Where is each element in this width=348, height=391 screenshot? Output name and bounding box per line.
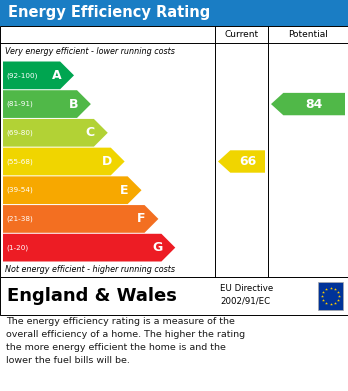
Text: C: C	[86, 126, 95, 139]
Polygon shape	[3, 176, 142, 204]
Text: Very energy efficient - lower running costs: Very energy efficient - lower running co…	[5, 47, 175, 56]
Polygon shape	[3, 234, 175, 262]
Polygon shape	[3, 90, 91, 118]
Text: (81-91): (81-91)	[6, 101, 33, 107]
Text: Energy Efficiency Rating: Energy Efficiency Rating	[8, 5, 210, 20]
Text: (21-38): (21-38)	[6, 216, 33, 222]
Text: Not energy efficient - higher running costs: Not energy efficient - higher running co…	[5, 265, 175, 274]
Bar	[0, 0, 348, 26]
Polygon shape	[218, 150, 265, 173]
Polygon shape	[3, 119, 108, 147]
Text: Potential: Potential	[288, 30, 328, 39]
Text: EU Directive
2002/91/EC: EU Directive 2002/91/EC	[220, 284, 273, 306]
Bar	[318, 282, 343, 310]
Text: B: B	[69, 98, 78, 111]
Text: A: A	[52, 69, 61, 82]
Text: England & Wales: England & Wales	[7, 287, 177, 305]
Text: (1-20): (1-20)	[6, 244, 28, 251]
Text: The energy efficiency rating is a measure of the
overall efficiency of a home. T: The energy efficiency rating is a measur…	[6, 317, 245, 364]
Text: E: E	[120, 184, 129, 197]
Bar	[0, 277, 348, 315]
Text: D: D	[102, 155, 112, 168]
Text: (39-54): (39-54)	[6, 187, 33, 194]
Polygon shape	[3, 148, 125, 175]
Text: F: F	[137, 212, 145, 226]
Polygon shape	[271, 93, 345, 115]
Text: (55-68): (55-68)	[6, 158, 33, 165]
Text: (69-80): (69-80)	[6, 129, 33, 136]
Text: Current: Current	[224, 30, 259, 39]
Polygon shape	[3, 205, 158, 233]
Polygon shape	[3, 61, 74, 89]
Text: 66: 66	[239, 155, 256, 168]
Text: G: G	[152, 241, 163, 254]
Text: (92-100): (92-100)	[6, 72, 37, 79]
Text: 84: 84	[306, 98, 323, 111]
Bar	[0, 26, 348, 277]
